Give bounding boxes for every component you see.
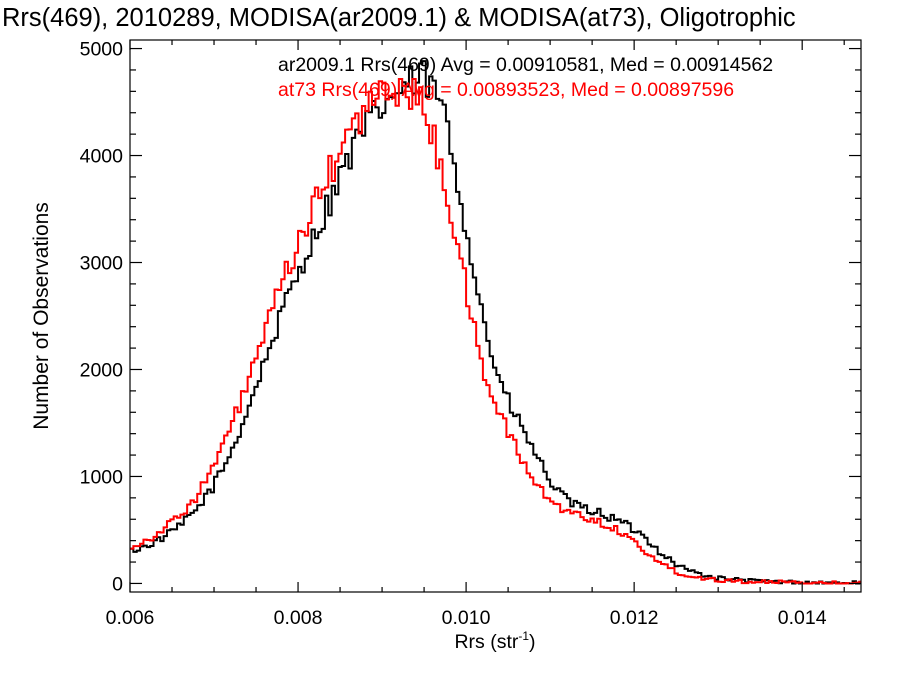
y-axis-label: Number of Observations bbox=[30, 202, 53, 430]
x-axis-label: Rrs (str-1) bbox=[454, 629, 535, 653]
y-tick-label: 1000 bbox=[80, 466, 124, 488]
y-tick-label: 5000 bbox=[80, 39, 124, 61]
y-tick-label: 0 bbox=[112, 573, 123, 595]
axis-ticks bbox=[129, 40, 861, 592]
plot-frame bbox=[129, 39, 862, 593]
x-tick-label: 0.012 bbox=[610, 607, 659, 629]
x-tick-label: 0.014 bbox=[778, 607, 827, 629]
axis-tick-labels: 0.006 0.008 0.010 0.012 0.014 0 1000 2000 3000 40… bbox=[80, 39, 827, 629]
y-tick-label: 2000 bbox=[80, 359, 124, 381]
series-line-at73 bbox=[130, 78, 861, 585]
legend-entry-at73: at73 Rrs(469) Avg = 0.00893523, Med = 0.… bbox=[278, 79, 734, 101]
x-tick-label: 0.006 bbox=[106, 607, 155, 629]
legend-entry-ar2009: ar2009.1 Rrs(469) Avg = 0.00910581, Med … bbox=[278, 54, 773, 76]
x-tick-label: 0.010 bbox=[442, 607, 491, 629]
plot-lines bbox=[130, 60, 861, 585]
y-tick-label: 4000 bbox=[80, 146, 124, 168]
x-tick-label: 0.008 bbox=[274, 607, 323, 629]
chart-title: Rrs(469), 2010289, MODISA(ar2009.1) & MO… bbox=[2, 4, 796, 32]
y-tick-label: 3000 bbox=[80, 253, 124, 275]
series-line-ar2009-1 bbox=[130, 60, 861, 585]
